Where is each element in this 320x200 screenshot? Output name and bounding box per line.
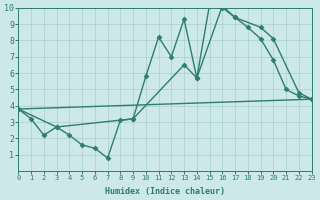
X-axis label: Humidex (Indice chaleur): Humidex (Indice chaleur) [105,187,225,196]
